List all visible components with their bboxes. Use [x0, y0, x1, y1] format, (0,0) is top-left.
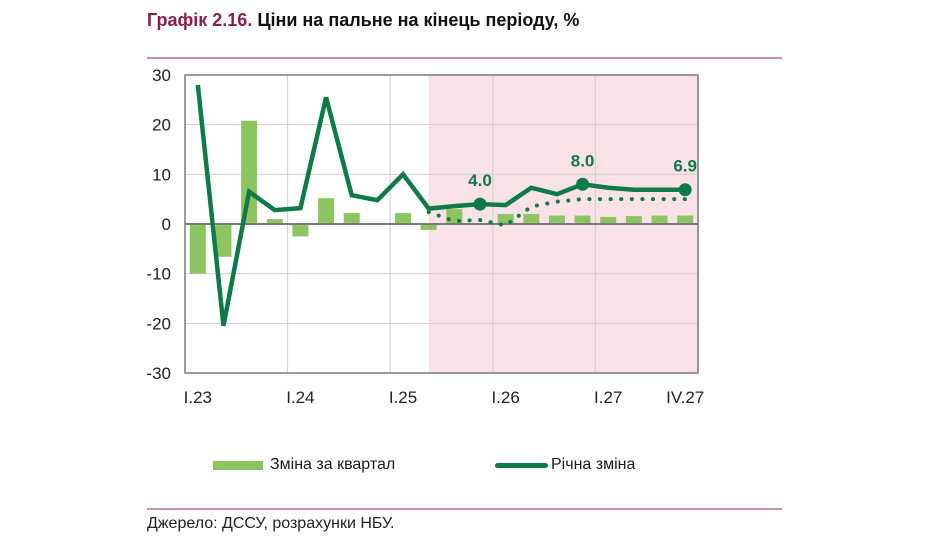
source-note: Джерело: ДССУ, розрахунки НБУ.	[147, 515, 395, 532]
legend-label-quarterly: Зміна за квартал	[270, 456, 396, 473]
bar-quarterly	[189, 224, 206, 274]
y-tick-label: -30	[146, 364, 171, 383]
bar-quarterly	[651, 215, 668, 224]
x-tick-label: I.23	[184, 388, 212, 407]
data-point-label: 8.0	[571, 151, 595, 170]
top-divider	[147, 57, 782, 59]
bar-quarterly	[318, 198, 335, 224]
legend-label-annual: Річна зміна	[551, 456, 636, 473]
legend-line-swatch-icon	[495, 462, 548, 468]
data-point-marker	[473, 197, 487, 211]
chart-title-text: Ціни на пальне на кінець періоду, %	[257, 10, 580, 30]
y-tick-label: 0	[162, 215, 171, 234]
y-tick-label: 20	[152, 116, 171, 135]
bar-quarterly	[343, 213, 360, 224]
legend-bar-swatch-icon	[213, 460, 263, 470]
legend-item-annual: Річна зміна	[495, 454, 635, 476]
bar-quarterly	[420, 224, 437, 230]
bar-quarterly	[600, 217, 617, 224]
x-tick-label: IV.27	[666, 388, 704, 407]
bar-quarterly	[548, 215, 565, 224]
bar-quarterly	[625, 216, 642, 224]
data-point-label: 6.9	[673, 157, 697, 176]
chart-title: Графік 2.16. Ціни на пальне на кінець пе…	[147, 10, 579, 31]
y-tick-label: -10	[146, 265, 171, 284]
chart-title-number: Графік 2.16.	[147, 10, 253, 30]
bar-quarterly	[523, 214, 540, 224]
data-point-label: 4.0	[468, 171, 492, 190]
x-tick-label: I.24	[286, 388, 314, 407]
x-tick-label: I.26	[491, 388, 519, 407]
chart-plot: 30 20 10 0 -10 -20 -30 4.0 8.0 6.9 I.23 I.24 I.25 I.2…	[146, 66, 704, 407]
y-tick-label: 30	[152, 66, 171, 85]
bar-quarterly	[677, 215, 694, 224]
line-previous-forecast	[426, 197, 688, 228]
bar-quarterly	[292, 224, 309, 237]
x-tick-label: I.27	[594, 388, 622, 407]
bottom-divider	[147, 508, 782, 510]
bar-quarterly	[215, 224, 232, 257]
data-point-marker	[576, 177, 590, 191]
y-tick-label: -20	[146, 314, 171, 333]
y-tick-label: 10	[152, 165, 171, 184]
x-tick-label: I.25	[389, 388, 417, 407]
bar-quarterly	[241, 120, 258, 224]
legend-item-quarterly: Зміна за квартал	[213, 454, 395, 476]
bar-quarterly	[395, 213, 412, 224]
bar-quarterly	[497, 214, 514, 224]
data-point-marker	[678, 183, 692, 197]
bar-quarterly	[266, 219, 283, 224]
line-annual-change	[195, 84, 686, 327]
bar-quarterly	[574, 215, 591, 224]
